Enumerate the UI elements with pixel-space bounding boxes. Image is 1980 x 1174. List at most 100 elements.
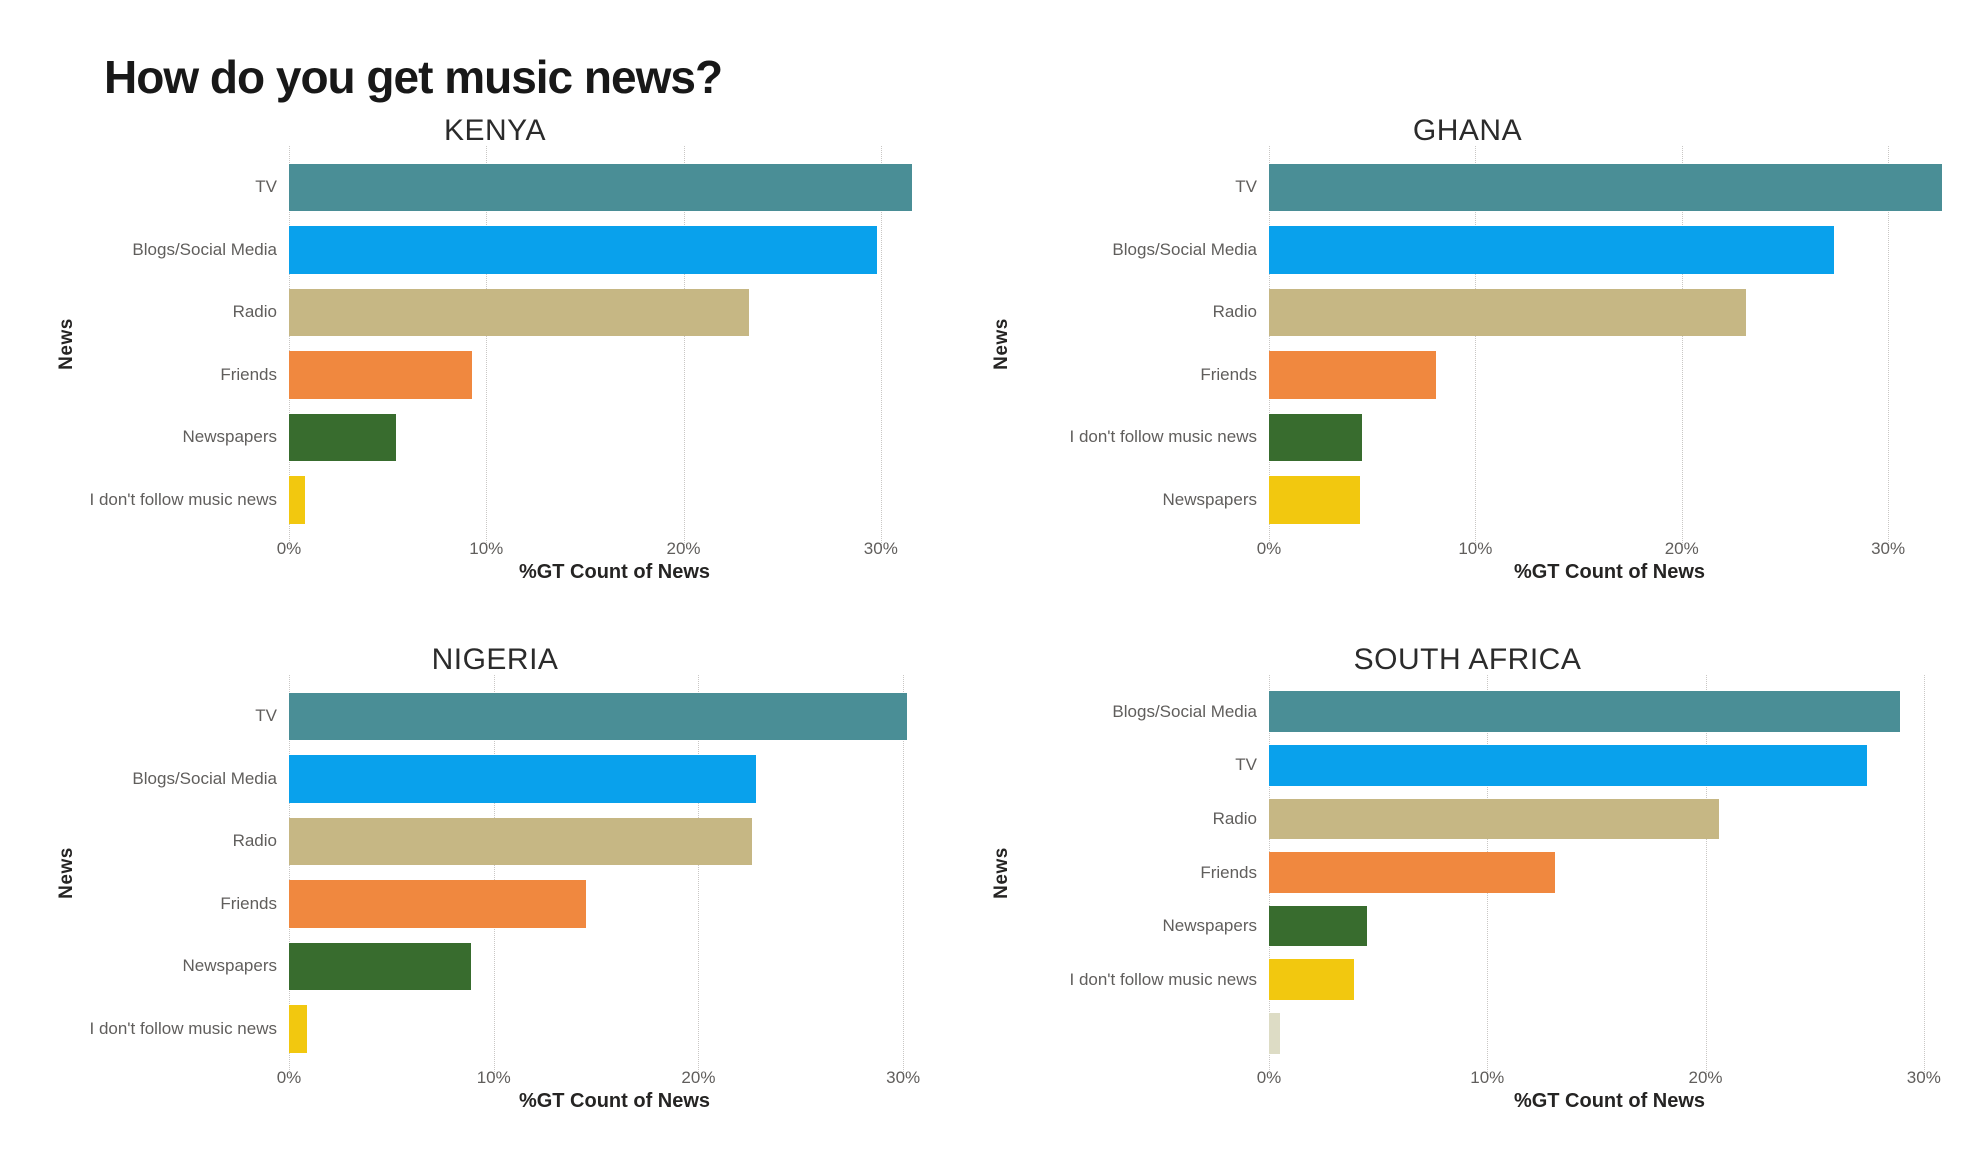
x-tick-label: 0% <box>1256 539 1282 558</box>
bar[interactable] <box>1269 413 1362 461</box>
gridline-30% <box>880 146 882 545</box>
plot-area <box>1269 146 1950 545</box>
bar[interactable] <box>289 163 913 211</box>
chart-title: KENYA <box>444 114 546 147</box>
bar[interactable] <box>289 413 396 461</box>
report-title: How do you get music news? <box>104 51 723 103</box>
bar[interactable] <box>1269 1012 1280 1054</box>
category-label: TV <box>1235 177 1257 197</box>
x-tick-label: 10% <box>469 539 504 558</box>
x-axis-spacer <box>50 1060 289 1090</box>
bar[interactable] <box>289 351 473 399</box>
bar[interactable] <box>289 692 908 740</box>
gridline-10% <box>493 675 495 1074</box>
bar[interactable] <box>1269 226 1835 274</box>
x-axis-title: %GT Count of News <box>1513 1090 1706 1112</box>
category-label: Radio <box>232 831 277 851</box>
gridline-10% <box>1475 146 1477 545</box>
chart-panel-nigeria: NIGERIA News TV Blogs/Social Media Radio Fr… <box>50 643 940 1158</box>
bar[interactable] <box>1269 852 1555 893</box>
x-axis-ticks: 0% 10% 20% 30% <box>1257 1060 1950 1090</box>
x-axis-ticks: 0% 10% 20% 30% <box>277 1060 940 1090</box>
bar[interactable] <box>289 942 472 990</box>
bar-series <box>1269 685 1950 1060</box>
category-label: Friends <box>220 893 277 913</box>
gridline-0% <box>289 146 290 545</box>
bar-row <box>289 469 940 532</box>
category-label <box>1019 1006 1269 1060</box>
category-axis: TV Blogs/Social Media Radio Friends Newspape… <box>84 156 289 531</box>
x-tick-label: 30% <box>863 539 898 558</box>
category-label: I don't follow music news <box>89 489 278 509</box>
bar[interactable] <box>289 288 749 336</box>
x-axis-spacer <box>50 531 289 561</box>
bar[interactable] <box>1269 798 1719 840</box>
x-axis-spacer <box>985 531 1269 561</box>
x-axis-title: %GT Count of News <box>518 1090 711 1112</box>
bar-series <box>289 685 940 1060</box>
category-label: Friends <box>1200 364 1257 384</box>
gridline-30% <box>903 675 905 1074</box>
x-axis-title: %GT Count of News <box>1513 561 1706 583</box>
x-axis-spacer <box>985 1060 1269 1090</box>
x-axis-title-row: %GT Count of News <box>50 1090 940 1122</box>
category-label: Blogs/Social Media <box>132 768 277 788</box>
x-axis-ticks: 0% 10% 20% 30% <box>277 531 940 561</box>
gridline-20% <box>683 146 685 545</box>
bar-row <box>289 219 940 282</box>
bar[interactable] <box>1269 163 1942 211</box>
bar[interactable] <box>289 226 877 274</box>
gridline-20% <box>1705 675 1707 1074</box>
bar-row <box>1269 953 1950 1007</box>
x-axis: 0% 10% 20% 30% <box>985 531 1950 561</box>
bar[interactable] <box>1269 476 1360 524</box>
category-label: Newspapers <box>1162 489 1258 509</box>
bar-row <box>1269 344 1950 407</box>
bar[interactable] <box>289 817 752 865</box>
x-axis-ticks: 0% 10% 20% 30% <box>1257 531 1950 561</box>
plot-area <box>289 146 940 545</box>
category-label: Friends <box>1200 862 1257 882</box>
chart-panel-ghana: GHANA News TV Blogs/Social Media Radio Frie… <box>985 114 1950 629</box>
gridline-10% <box>486 146 488 545</box>
x-tick-label: 0% <box>1256 1068 1282 1087</box>
bar[interactable] <box>1269 691 1900 733</box>
y-axis-title-column: News <box>985 685 1019 1060</box>
category-label: Newspapers <box>182 427 278 447</box>
bar-row <box>289 344 940 407</box>
bar[interactable] <box>289 1005 308 1053</box>
chart-panel-south-africa: SOUTH AFRICA News Blogs/Social Media TV Ra… <box>985 643 1950 1158</box>
x-axis: 0% 10% 20% 30% <box>50 1060 940 1090</box>
category-label: I don't follow music news <box>1069 969 1258 989</box>
bar-row <box>1269 685 1950 739</box>
chart-panel-kenya: KENYA News TV Blogs/Social Media Radio Frie… <box>50 114 940 629</box>
x-axis-title: %GT Count of News <box>518 561 711 583</box>
category-label: TV <box>1235 755 1257 775</box>
bar[interactable] <box>1269 959 1355 1001</box>
bar-row <box>289 406 940 469</box>
x-tick-label: 10% <box>476 1068 511 1087</box>
x-axis-title-row: %GT Count of News <box>985 561 1950 593</box>
x-axis-title-spacer <box>50 561 289 593</box>
bar-series <box>1269 156 1950 531</box>
bar[interactable] <box>1269 745 1868 786</box>
bar[interactable] <box>1269 351 1437 399</box>
gridline-20% <box>698 675 700 1074</box>
bar-row <box>1269 219 1950 282</box>
bar-row <box>1269 899 1950 953</box>
bar[interactable] <box>289 476 305 524</box>
bar-row <box>289 685 940 748</box>
bar-row <box>289 810 940 873</box>
category-axis: Blogs/Social Media TV Radio Friends Newspape… <box>1019 685 1269 1060</box>
category-label: Newspapers <box>182 956 278 976</box>
bar[interactable] <box>1269 905 1368 947</box>
bar-row <box>1269 281 1950 344</box>
x-tick-label: 0% <box>276 1068 302 1087</box>
gridline-20% <box>1681 146 1683 545</box>
x-tick-label: 0% <box>276 539 302 558</box>
bar[interactable] <box>289 755 756 803</box>
chart-area: News TV Blogs/Social Media Radio Friends New… <box>50 675 940 1074</box>
bar[interactable] <box>1269 288 1746 336</box>
bar[interactable] <box>289 880 586 928</box>
